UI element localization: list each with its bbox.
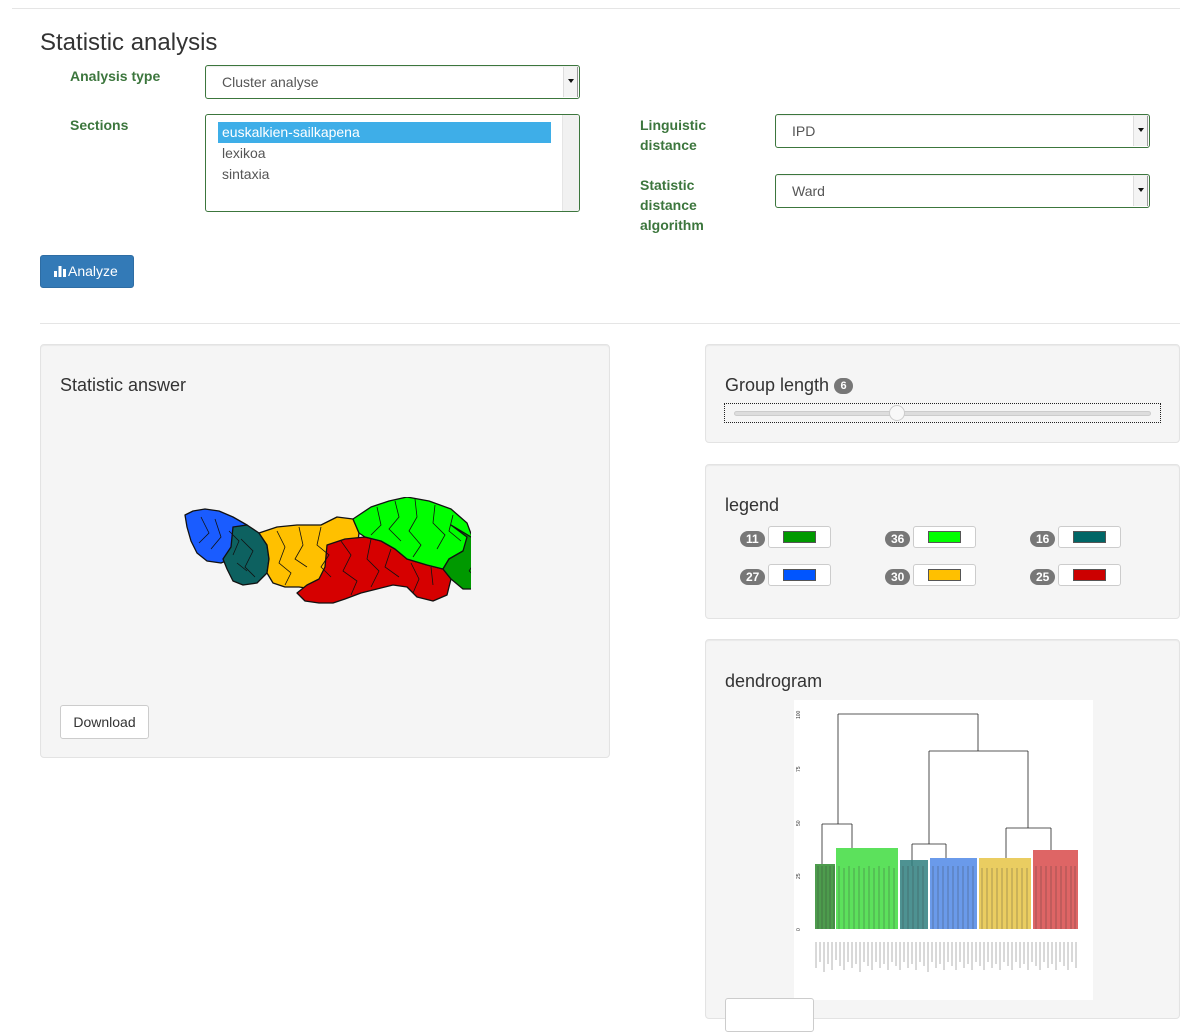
cluster-block bbox=[1033, 850, 1078, 929]
dendrogram-clusters bbox=[815, 848, 1078, 929]
legend-color-button[interactable] bbox=[1058, 526, 1121, 548]
analysis-type-select[interactable]: Cluster analyse bbox=[205, 65, 580, 99]
sections-label: Sections bbox=[70, 117, 129, 133]
legend-color-button[interactable] bbox=[768, 526, 831, 548]
legend-count: 11 bbox=[740, 531, 765, 547]
algorithm-value: Ward bbox=[792, 183, 825, 199]
analyze-button[interactable]: Analyze bbox=[40, 255, 134, 288]
algorithm-label: Statistic distance algorithm bbox=[640, 175, 704, 235]
color-swatch bbox=[1073, 569, 1106, 581]
dendrogram-panel: dendrogram 100 75 50 25 0 bbox=[705, 639, 1180, 1032]
y-tick: 50 bbox=[796, 820, 802, 826]
page-title: Statistic analysis bbox=[40, 29, 218, 56]
legend-color-button[interactable] bbox=[913, 564, 976, 586]
group-length-title: Group length 6 bbox=[725, 375, 854, 396]
group-length-panel: Group length 6 bbox=[705, 344, 1180, 443]
statistic-answer-title: Statistic answer bbox=[60, 375, 187, 395]
sections-option[interactable]: euskalkien-sailkapena bbox=[218, 122, 551, 143]
analysis-type-label: Analysis type bbox=[70, 68, 161, 84]
dendrogram-download-button[interactable] bbox=[725, 998, 814, 1032]
color-swatch bbox=[928, 569, 961, 581]
color-swatch bbox=[783, 569, 816, 581]
dendrogram-title: dendrogram bbox=[725, 671, 823, 691]
legend-count: 30 bbox=[885, 569, 911, 585]
dendrogram-plot: 100 75 50 25 0 bbox=[796, 710, 1078, 972]
y-tick: 75 bbox=[796, 766, 802, 772]
section-divider bbox=[40, 323, 1180, 324]
analysis-type-value: Cluster analyse bbox=[222, 74, 319, 90]
legend-count: 16 bbox=[1030, 531, 1056, 547]
bar-chart-icon bbox=[54, 257, 66, 288]
cluster-map bbox=[184, 497, 471, 604]
dropdown-arrow-icon bbox=[1133, 176, 1148, 206]
label-line: distance bbox=[640, 137, 697, 153]
y-tick: 100 bbox=[796, 710, 802, 719]
sections-listbox[interactable]: euskalkien-sailkapena lexikoa sintaxia bbox=[205, 114, 580, 212]
color-swatch bbox=[1073, 531, 1106, 543]
legend-count: 25 bbox=[1030, 569, 1056, 585]
label-line: distance bbox=[640, 197, 697, 213]
linguistic-distance-label: Linguistic distance bbox=[640, 115, 706, 155]
dendrogram-leaves bbox=[817, 866, 1076, 929]
color-swatch bbox=[928, 531, 961, 543]
group-length-slider[interactable] bbox=[724, 403, 1161, 423]
region-darkgreen bbox=[442, 524, 471, 590]
legend-title: legend bbox=[725, 495, 780, 515]
dendrogram-leaf-labels bbox=[815, 942, 1077, 972]
slider-handle[interactable] bbox=[888, 405, 905, 421]
sections-option[interactable]: sintaxia bbox=[222, 166, 270, 182]
group-length-badge: 6 bbox=[834, 378, 854, 394]
analyze-label: Analyze bbox=[68, 263, 118, 279]
legend-color-button[interactable] bbox=[913, 526, 976, 548]
label-line: Statistic bbox=[640, 177, 695, 193]
legend-color-button[interactable] bbox=[768, 564, 831, 586]
dropdown-arrow-icon bbox=[1133, 116, 1148, 146]
linguistic-distance-value: IPD bbox=[792, 123, 816, 139]
legend-count: 36 bbox=[885, 531, 911, 547]
legend-count: 27 bbox=[740, 569, 766, 585]
algorithm-select[interactable]: Ward bbox=[775, 174, 1150, 208]
cluster-block bbox=[979, 858, 1031, 929]
y-tick: 0 bbox=[796, 928, 802, 931]
statistic-answer-panel: Statistic answer Download bbox=[40, 344, 610, 758]
group-length-label: Group length bbox=[725, 375, 830, 395]
label-line: Linguistic bbox=[640, 117, 707, 133]
color-swatch bbox=[783, 531, 816, 543]
dendrogram-image: 100 75 50 25 0 bbox=[794, 700, 1093, 1000]
cluster-block bbox=[836, 848, 898, 929]
listbox-scrollbar[interactable] bbox=[562, 115, 579, 211]
sections-option[interactable]: lexikoa bbox=[222, 145, 266, 161]
linguistic-distance-select[interactable]: IPD bbox=[775, 114, 1150, 148]
y-tick: 25 bbox=[796, 873, 802, 879]
legend-color-button[interactable] bbox=[1058, 564, 1121, 586]
map-cell-borders bbox=[198, 498, 471, 596]
dropdown-arrow-icon bbox=[563, 67, 578, 97]
top-divider bbox=[12, 8, 1180, 9]
cluster-block bbox=[900, 860, 928, 929]
cluster-block bbox=[930, 858, 977, 929]
slider-track[interactable] bbox=[734, 411, 1151, 416]
label-line: algorithm bbox=[640, 217, 704, 233]
legend-panel: legend 11 36 16 27 30 25 bbox=[705, 464, 1180, 619]
dendrogram-top-links bbox=[821, 713, 1052, 866]
download-button[interactable]: Download bbox=[60, 705, 149, 739]
